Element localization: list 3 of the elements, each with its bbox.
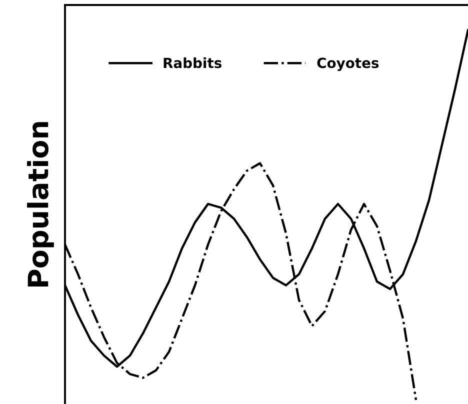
y-axis-title: Population xyxy=(27,122,54,286)
legend-label: Rabbits xyxy=(164,57,222,68)
legend-label: Coyotes xyxy=(317,58,379,71)
